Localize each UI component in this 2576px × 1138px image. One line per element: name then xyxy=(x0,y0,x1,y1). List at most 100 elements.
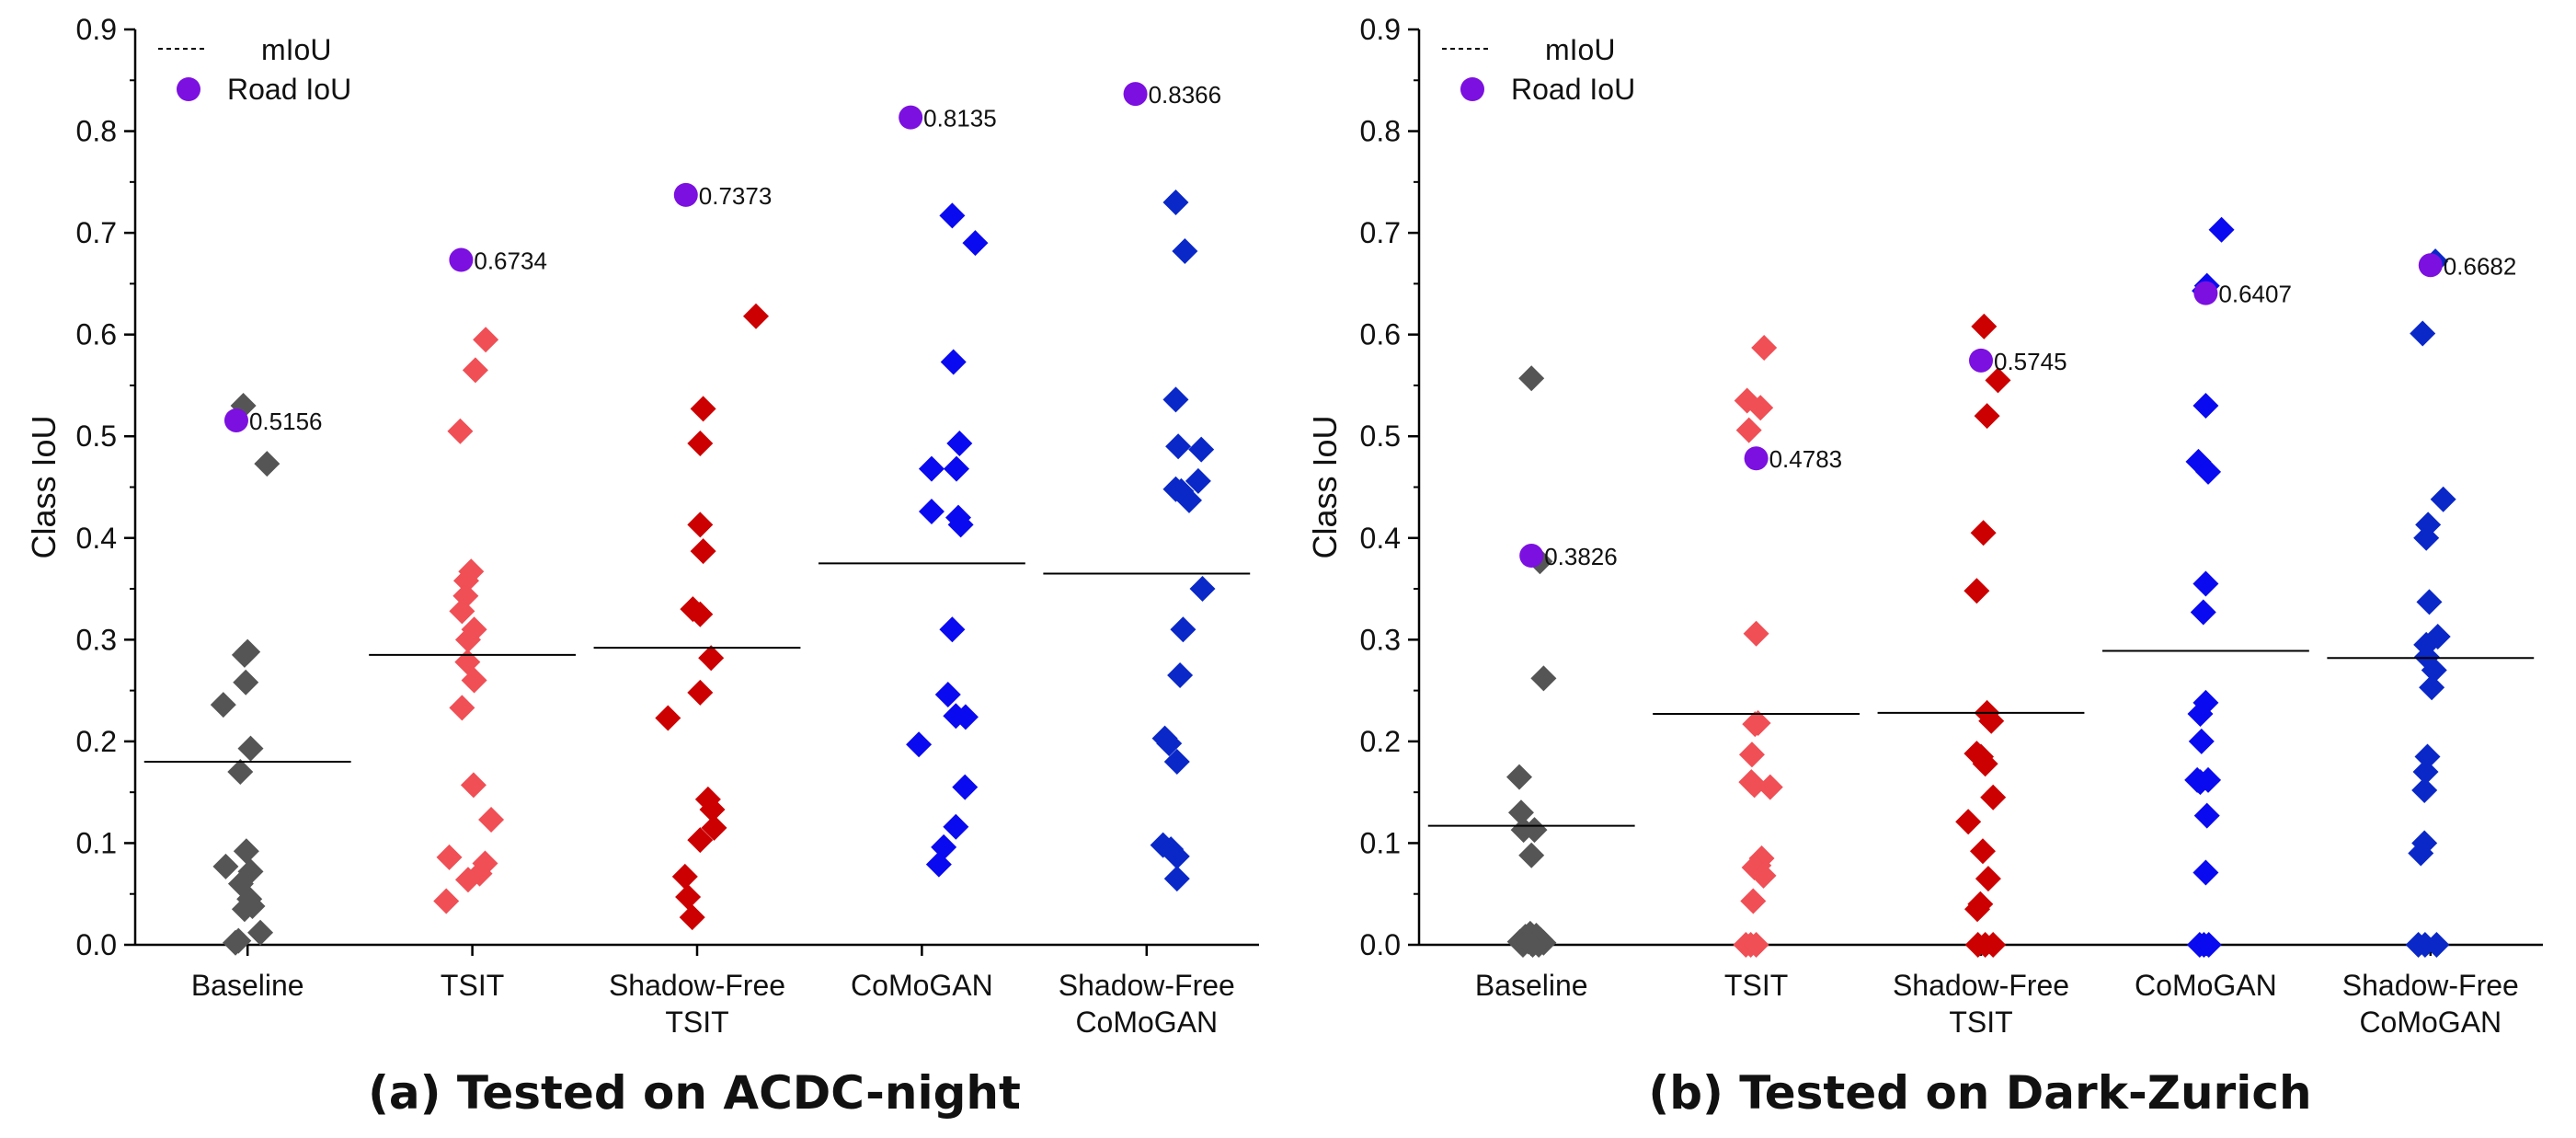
iou-point xyxy=(918,499,945,525)
y-tick-label: 0.6 xyxy=(1360,318,1401,351)
iou-point xyxy=(1750,862,1777,889)
iou-point xyxy=(925,851,952,878)
y-tick-label: 0.3 xyxy=(1360,623,1401,656)
category-tsit: TSIT 0.6734 xyxy=(369,247,577,1002)
y-tick-label: 0.2 xyxy=(76,725,117,758)
iou-point xyxy=(1980,932,2007,958)
iou-point xyxy=(233,669,259,695)
iou-point xyxy=(1189,576,1216,603)
iou-point xyxy=(2408,840,2434,867)
x-tick-label: TSIT xyxy=(1949,1006,2012,1039)
category-shadow-free-comogan: Shadow-Free CoMoGAN 0.6682 xyxy=(2327,248,2535,1039)
iou-point xyxy=(1978,707,2005,734)
iou-point xyxy=(671,863,698,890)
legend-road-swatch xyxy=(177,77,200,101)
iou-point xyxy=(1515,928,1541,955)
x-tick-label: Shadow-Free xyxy=(1893,969,2069,1002)
iou-point xyxy=(2421,657,2447,684)
road-iou-label: 0.8366 xyxy=(1149,81,1222,109)
iou-point xyxy=(1963,578,1990,604)
iou-point xyxy=(1743,932,1769,958)
x-tick-label: CoMoGAN xyxy=(1075,1006,1218,1039)
iou-point xyxy=(2419,674,2445,701)
iou-point xyxy=(2195,766,2222,793)
iou-point xyxy=(943,813,969,840)
iou-point xyxy=(461,667,487,694)
road-iou-label: 0.5156 xyxy=(249,408,323,435)
iou-point xyxy=(449,598,475,625)
iou-point xyxy=(2190,599,2216,626)
category-tsit: TSIT 0.4783 xyxy=(1653,335,1860,1002)
iou-point xyxy=(1743,620,1769,647)
y-tick-label: 0.1 xyxy=(1360,826,1401,859)
iou-point xyxy=(1964,896,1991,923)
y-tick-label: 0.4 xyxy=(76,522,117,555)
iou-point xyxy=(687,827,714,854)
iou-point xyxy=(2192,393,2219,420)
road-iou-point xyxy=(673,182,698,207)
iou-point xyxy=(478,807,505,833)
y-tick-label: 0.5 xyxy=(76,420,117,453)
iou-point xyxy=(1972,751,1998,777)
iou-point xyxy=(1970,520,1997,546)
iou-point xyxy=(2188,728,2215,754)
iou-point xyxy=(1518,842,1545,868)
chart-panel-acdc-night: 0.0 0.1 0.2 0.3 0.4 0.5 0.6 0.7 0.8 0.9 Class IoU B… xyxy=(25,13,1259,1120)
iou-point xyxy=(1530,665,1557,692)
iou-point xyxy=(1971,313,1998,339)
iou-point xyxy=(962,230,989,257)
road-iou-point xyxy=(223,408,248,432)
iou-point xyxy=(1188,436,1215,463)
iou-point xyxy=(2430,486,2456,512)
iou-point xyxy=(1969,838,1996,865)
iou-point xyxy=(436,844,463,870)
iou-point xyxy=(447,418,474,444)
y-tick-label: 0.9 xyxy=(76,13,117,46)
iou-point xyxy=(1974,403,2000,430)
iou-point xyxy=(699,796,726,822)
iou-point xyxy=(952,774,979,800)
iou-point xyxy=(449,695,475,721)
iou-point xyxy=(1507,799,1534,826)
iou-point xyxy=(239,892,266,919)
legend-miou-label: mIoU xyxy=(1545,33,1615,66)
iou-point xyxy=(1162,189,1189,215)
iou-point xyxy=(233,838,259,865)
iou-point xyxy=(906,731,933,758)
y-tick-label: 0.0 xyxy=(1360,928,1401,961)
iou-point xyxy=(947,512,974,538)
iou-point xyxy=(939,202,966,229)
iou-point xyxy=(944,455,970,482)
x-tick-label: CoMoGAN xyxy=(2135,969,2277,1002)
iou-point xyxy=(918,455,945,482)
iou-point xyxy=(453,568,480,594)
iou-point xyxy=(254,451,280,477)
iou-point xyxy=(1980,784,2007,810)
x-tick-label: Shadow-Free xyxy=(1059,969,1235,1002)
iou-point xyxy=(939,616,966,643)
iou-point xyxy=(934,682,961,708)
road-iou-label: 0.4783 xyxy=(1769,445,1843,473)
iou-point xyxy=(1156,730,1183,757)
iou-point xyxy=(2208,216,2235,243)
x-tick-label: CoMoGAN xyxy=(851,969,993,1002)
road-iou-point xyxy=(2418,253,2443,278)
iou-point xyxy=(1172,238,1198,265)
iou-point xyxy=(235,638,261,665)
y-tick-label: 0.7 xyxy=(1360,216,1401,249)
iou-point xyxy=(433,888,460,914)
road-iou-point xyxy=(449,247,474,272)
y-tick-label: 0.8 xyxy=(76,115,117,148)
iou-point xyxy=(223,929,249,956)
iou-point xyxy=(2414,743,2441,770)
iou-point xyxy=(1518,365,1545,392)
x-tick-label: Shadow-Free xyxy=(2342,969,2519,1002)
iou-point xyxy=(701,814,727,841)
iou-point xyxy=(1163,843,1190,869)
iou-point xyxy=(473,327,499,353)
iou-point xyxy=(1955,809,1982,835)
iou-point xyxy=(940,349,967,375)
legend: mIoU Road IoU xyxy=(1442,33,1635,106)
iou-point xyxy=(1170,616,1196,643)
